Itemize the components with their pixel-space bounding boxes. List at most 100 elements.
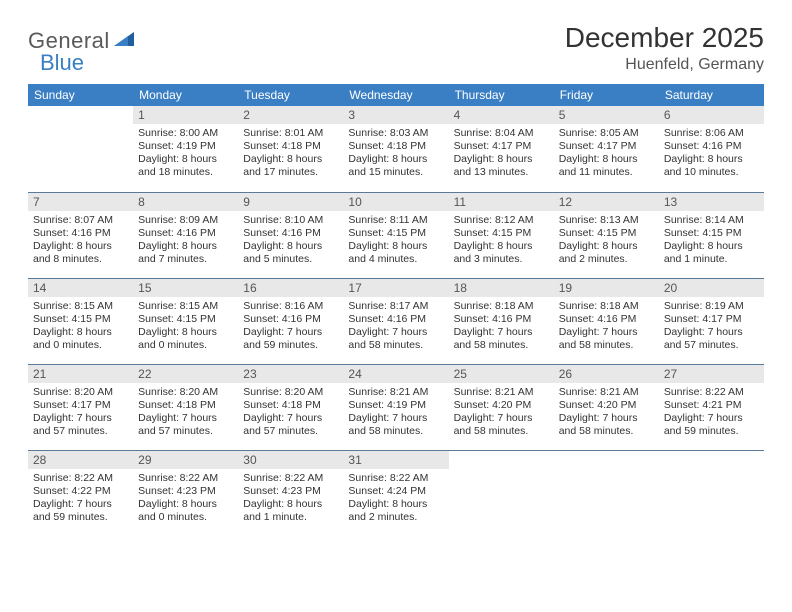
- day-details: Sunrise: 8:09 AMSunset: 4:16 PMDaylight:…: [133, 211, 238, 272]
- calendar-row: 1Sunrise: 8:00 AMSunset: 4:19 PMDaylight…: [28, 106, 764, 192]
- day-number: 21: [28, 365, 133, 383]
- day-details: Sunrise: 8:21 AMSunset: 4:20 PMDaylight:…: [554, 383, 659, 444]
- day-number: 4: [449, 106, 554, 124]
- weekday-sat: Saturday: [659, 84, 764, 106]
- day-number: 11: [449, 193, 554, 211]
- calendar-cell: 1Sunrise: 8:00 AMSunset: 4:19 PMDaylight…: [133, 106, 238, 192]
- calendar-cell: 31Sunrise: 8:22 AMSunset: 4:24 PMDayligh…: [343, 450, 448, 536]
- calendar-cell: 15Sunrise: 8:15 AMSunset: 4:15 PMDayligh…: [133, 278, 238, 364]
- day-number: 10: [343, 193, 448, 211]
- weekday-wed: Wednesday: [343, 84, 448, 106]
- day-details: Sunrise: 8:03 AMSunset: 4:18 PMDaylight:…: [343, 124, 448, 185]
- day-details: Sunrise: 8:14 AMSunset: 4:15 PMDaylight:…: [659, 211, 764, 272]
- day-number: 20: [659, 279, 764, 297]
- weekday-thu: Thursday: [449, 84, 554, 106]
- calendar-cell: [659, 450, 764, 536]
- day-number: 23: [238, 365, 343, 383]
- day-number: 9: [238, 193, 343, 211]
- day-number: 15: [133, 279, 238, 297]
- calendar-row: 28Sunrise: 8:22 AMSunset: 4:22 PMDayligh…: [28, 450, 764, 536]
- calendar-cell: 28Sunrise: 8:22 AMSunset: 4:22 PMDayligh…: [28, 450, 133, 536]
- day-number: 8: [133, 193, 238, 211]
- calendar-table: Sunday Monday Tuesday Wednesday Thursday…: [28, 84, 764, 536]
- day-details: Sunrise: 8:21 AMSunset: 4:20 PMDaylight:…: [449, 383, 554, 444]
- day-details: Sunrise: 8:12 AMSunset: 4:15 PMDaylight:…: [449, 211, 554, 272]
- header: General December 2025 Huenfeld, Germany: [28, 22, 764, 74]
- day-details: Sunrise: 8:22 AMSunset: 4:24 PMDaylight:…: [343, 469, 448, 530]
- calendar-cell: 11Sunrise: 8:12 AMSunset: 4:15 PMDayligh…: [449, 192, 554, 278]
- day-number: 16: [238, 279, 343, 297]
- calendar-cell: 26Sunrise: 8:21 AMSunset: 4:20 PMDayligh…: [554, 364, 659, 450]
- weekday-header-row: Sunday Monday Tuesday Wednesday Thursday…: [28, 84, 764, 106]
- day-number: 18: [449, 279, 554, 297]
- day-details: Sunrise: 8:20 AMSunset: 4:17 PMDaylight:…: [28, 383, 133, 444]
- calendar-cell: 8Sunrise: 8:09 AMSunset: 4:16 PMDaylight…: [133, 192, 238, 278]
- calendar-cell: 3Sunrise: 8:03 AMSunset: 4:18 PMDaylight…: [343, 106, 448, 192]
- calendar-row: 7Sunrise: 8:07 AMSunset: 4:16 PMDaylight…: [28, 192, 764, 278]
- calendar-cell: 6Sunrise: 8:06 AMSunset: 4:16 PMDaylight…: [659, 106, 764, 192]
- day-details: Sunrise: 8:20 AMSunset: 4:18 PMDaylight:…: [133, 383, 238, 444]
- day-details: Sunrise: 8:06 AMSunset: 4:16 PMDaylight:…: [659, 124, 764, 185]
- day-details: Sunrise: 8:20 AMSunset: 4:18 PMDaylight:…: [238, 383, 343, 444]
- calendar-cell: 7Sunrise: 8:07 AMSunset: 4:16 PMDaylight…: [28, 192, 133, 278]
- day-details: Sunrise: 8:13 AMSunset: 4:15 PMDaylight:…: [554, 211, 659, 272]
- day-number: 31: [343, 451, 448, 469]
- day-details: Sunrise: 8:18 AMSunset: 4:16 PMDaylight:…: [554, 297, 659, 358]
- calendar-row: 14Sunrise: 8:15 AMSunset: 4:15 PMDayligh…: [28, 278, 764, 364]
- calendar-cell: 19Sunrise: 8:18 AMSunset: 4:16 PMDayligh…: [554, 278, 659, 364]
- weekday-tue: Tuesday: [238, 84, 343, 106]
- day-details: Sunrise: 8:04 AMSunset: 4:17 PMDaylight:…: [449, 124, 554, 185]
- day-details: Sunrise: 8:21 AMSunset: 4:19 PMDaylight:…: [343, 383, 448, 444]
- calendar-cell: 18Sunrise: 8:18 AMSunset: 4:16 PMDayligh…: [449, 278, 554, 364]
- day-number: 28: [28, 451, 133, 469]
- day-details: Sunrise: 8:22 AMSunset: 4:21 PMDaylight:…: [659, 383, 764, 444]
- weekday-sun: Sunday: [28, 84, 133, 106]
- calendar-cell: [28, 106, 133, 192]
- day-details: Sunrise: 8:17 AMSunset: 4:16 PMDaylight:…: [343, 297, 448, 358]
- day-details: Sunrise: 8:18 AMSunset: 4:16 PMDaylight:…: [449, 297, 554, 358]
- weekday-fri: Friday: [554, 84, 659, 106]
- calendar-cell: 13Sunrise: 8:14 AMSunset: 4:15 PMDayligh…: [659, 192, 764, 278]
- calendar-cell: 22Sunrise: 8:20 AMSunset: 4:18 PMDayligh…: [133, 364, 238, 450]
- day-details: Sunrise: 8:11 AMSunset: 4:15 PMDaylight:…: [343, 211, 448, 272]
- calendar-cell: 24Sunrise: 8:21 AMSunset: 4:19 PMDayligh…: [343, 364, 448, 450]
- calendar-cell: 16Sunrise: 8:16 AMSunset: 4:16 PMDayligh…: [238, 278, 343, 364]
- day-number: 1: [133, 106, 238, 124]
- day-number: 2: [238, 106, 343, 124]
- day-details: Sunrise: 8:22 AMSunset: 4:23 PMDaylight:…: [133, 469, 238, 530]
- day-details: Sunrise: 8:15 AMSunset: 4:15 PMDaylight:…: [28, 297, 133, 358]
- day-number: 30: [238, 451, 343, 469]
- calendar-cell: 25Sunrise: 8:21 AMSunset: 4:20 PMDayligh…: [449, 364, 554, 450]
- calendar-cell: 17Sunrise: 8:17 AMSunset: 4:16 PMDayligh…: [343, 278, 448, 364]
- day-number: 6: [659, 106, 764, 124]
- day-details: Sunrise: 8:19 AMSunset: 4:17 PMDaylight:…: [659, 297, 764, 358]
- day-number: 26: [554, 365, 659, 383]
- calendar-cell: 30Sunrise: 8:22 AMSunset: 4:23 PMDayligh…: [238, 450, 343, 536]
- weekday-mon: Monday: [133, 84, 238, 106]
- day-number: 12: [554, 193, 659, 211]
- logo-text-blue: Blue: [40, 50, 84, 76]
- calendar-cell: 4Sunrise: 8:04 AMSunset: 4:17 PMDaylight…: [449, 106, 554, 192]
- day-number: 24: [343, 365, 448, 383]
- day-number: 3: [343, 106, 448, 124]
- day-details: Sunrise: 8:05 AMSunset: 4:17 PMDaylight:…: [554, 124, 659, 185]
- day-number: 13: [659, 193, 764, 211]
- day-number: 29: [133, 451, 238, 469]
- day-number: 7: [28, 193, 133, 211]
- day-number: 19: [554, 279, 659, 297]
- logo-triangle-icon: [114, 30, 134, 46]
- day-number: 17: [343, 279, 448, 297]
- day-details: Sunrise: 8:22 AMSunset: 4:23 PMDaylight:…: [238, 469, 343, 530]
- calendar-cell: 9Sunrise: 8:10 AMSunset: 4:16 PMDaylight…: [238, 192, 343, 278]
- calendar-cell: 10Sunrise: 8:11 AMSunset: 4:15 PMDayligh…: [343, 192, 448, 278]
- calendar-cell: 20Sunrise: 8:19 AMSunset: 4:17 PMDayligh…: [659, 278, 764, 364]
- location: Huenfeld, Germany: [565, 56, 764, 74]
- calendar-cell: [449, 450, 554, 536]
- day-number: 25: [449, 365, 554, 383]
- day-details: Sunrise: 8:22 AMSunset: 4:22 PMDaylight:…: [28, 469, 133, 530]
- day-details: Sunrise: 8:10 AMSunset: 4:16 PMDaylight:…: [238, 211, 343, 272]
- month-title: December 2025: [565, 22, 764, 54]
- calendar-cell: 14Sunrise: 8:15 AMSunset: 4:15 PMDayligh…: [28, 278, 133, 364]
- day-details: Sunrise: 8:00 AMSunset: 4:19 PMDaylight:…: [133, 124, 238, 185]
- day-details: Sunrise: 8:15 AMSunset: 4:15 PMDaylight:…: [133, 297, 238, 358]
